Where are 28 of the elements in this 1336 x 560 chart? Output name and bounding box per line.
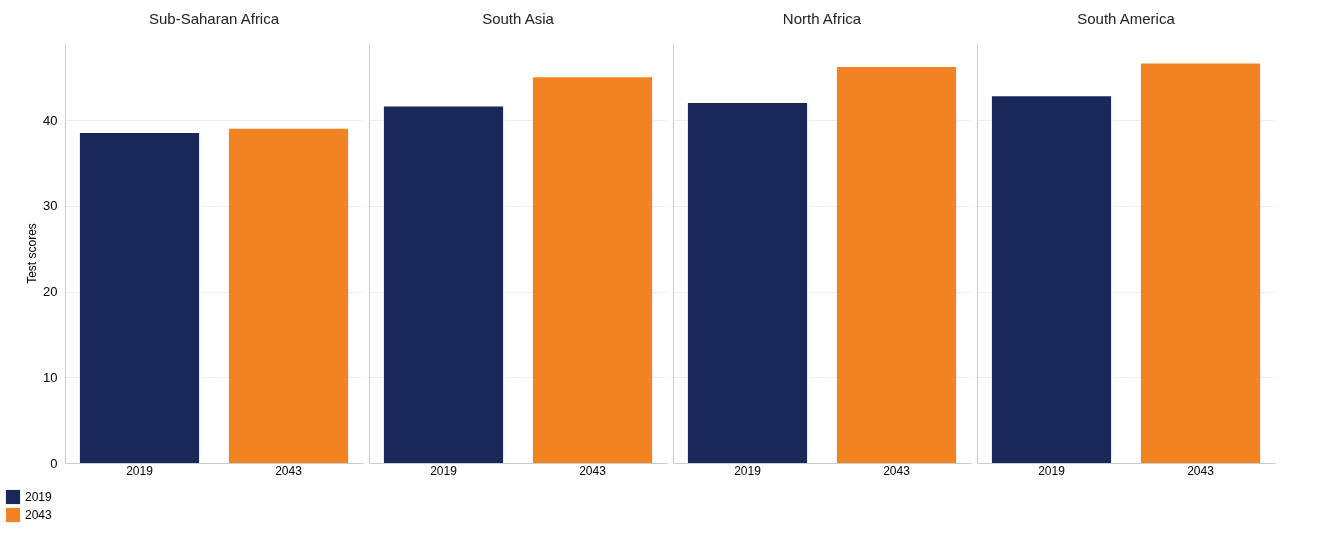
bar [836,67,957,463]
text: 2019 [1038,463,1065,478]
y-tick-label: 20 [43,284,58,300]
x-tick-label: Sub-Saharan Africa [148,10,280,27]
bar [1140,63,1261,463]
y-tick-label: 40 [43,112,58,128]
text: 2019 [430,463,457,478]
y-tick-label: 30 [43,198,58,214]
bar [383,106,504,463]
bar [532,77,653,463]
bar [687,103,808,463]
bar [991,96,1112,463]
text: 2019 [734,463,761,478]
x-tick-label: South America [1077,10,1176,27]
text: 2043 [275,463,302,478]
y-tick-label: 0 [50,455,58,471]
bar [228,128,349,463]
text: 2043 [1187,463,1214,478]
text: 2019 [126,463,153,478]
legend-label: 2019 [25,490,53,504]
text: 2043 [579,463,606,478]
text: 2043 [883,463,910,478]
bar [79,133,200,463]
y-tick-label: 10 [43,369,58,385]
x-tick-label: South Asia [482,10,555,27]
y-axis-title: Test scores [25,223,40,284]
x-tick-label: North Africa [782,10,862,27]
legend-label: 2043 [25,508,53,522]
